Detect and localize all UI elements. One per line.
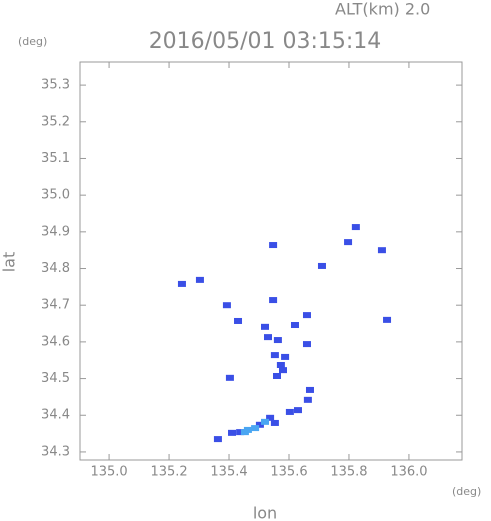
x-axis-label: lon [253, 504, 277, 521]
x-tick-label: 135.6 [270, 465, 307, 480]
x-tick-label: 135.4 [210, 465, 247, 480]
altitude-label: ALT(km) 2.0 [335, 0, 430, 19]
echo-point [251, 425, 260, 432]
x-tick-label: 136.0 [390, 465, 427, 480]
y-tick-label: 34.6 [41, 334, 70, 349]
y-tick-label: 34.3 [41, 444, 70, 459]
echo-point [293, 407, 302, 414]
echo-point [281, 353, 290, 360]
echo-point [344, 239, 353, 246]
echo-point [383, 316, 392, 323]
echo-point [285, 408, 294, 415]
echo-point [273, 337, 282, 344]
echo-point [270, 352, 279, 359]
echo-point [303, 396, 312, 403]
y-tick-label: 35.1 [41, 151, 70, 166]
y-tick-label: 35.2 [41, 114, 70, 129]
y-tick-label: 34.9 [41, 224, 70, 239]
echo-point [290, 322, 299, 329]
echo-point [195, 276, 204, 283]
echo-point [177, 280, 186, 287]
echo-point [302, 341, 311, 348]
echo-point [222, 302, 231, 309]
echo-point [228, 429, 237, 436]
echo-point [305, 386, 314, 393]
y-tick-label: 34.5 [41, 371, 70, 386]
x-unit: (deg) [452, 485, 481, 498]
y-unit: (deg) [18, 35, 47, 48]
chart-title: 2016/05/01 03:15:14 [149, 29, 382, 54]
echo-point [266, 414, 275, 421]
x-tick-label: 135.2 [150, 465, 187, 480]
y-tick-label: 35.3 [41, 78, 70, 93]
y-axis-label: lat [0, 252, 19, 273]
y-tick-label: 35.0 [41, 188, 70, 203]
y-tick-label: 34.8 [41, 261, 70, 276]
echo-point [276, 361, 285, 368]
x-tick-label: 135.8 [330, 465, 367, 480]
echo-point [272, 372, 281, 379]
echo-point [261, 323, 270, 330]
echo-point [264, 334, 273, 341]
echo-point [261, 418, 270, 425]
echo-point [317, 262, 326, 269]
x-tick-label: 135.0 [90, 465, 127, 480]
echo-point [225, 374, 234, 381]
echo-point [269, 297, 278, 304]
echo-point [351, 224, 360, 231]
echo-point [234, 317, 243, 324]
plot-frame [79, 61, 463, 461]
echo-point [255, 421, 264, 428]
echo-point [236, 429, 245, 436]
echo-point [270, 419, 279, 426]
y-tick-label: 34.7 [41, 298, 70, 313]
echo-point [302, 312, 311, 319]
echo-point [269, 242, 278, 249]
y-tick-label: 34.4 [41, 408, 70, 423]
echo-point [377, 247, 386, 254]
echo-point [278, 367, 287, 374]
echo-point [240, 429, 249, 436]
echo-point [213, 436, 222, 443]
